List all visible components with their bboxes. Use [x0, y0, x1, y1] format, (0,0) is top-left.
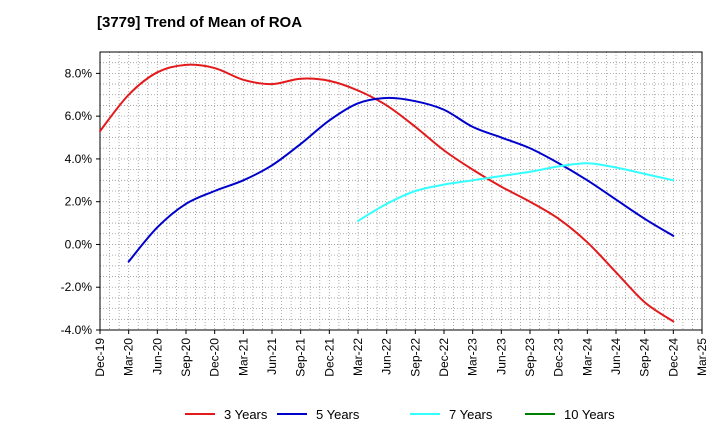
series-lines	[99, 63, 675, 323]
x-tick-label: Dec-20	[208, 338, 222, 377]
x-tick-label: Mar-20	[122, 338, 136, 376]
legend-label: 5 Years	[316, 407, 360, 422]
plot-grid	[100, 52, 702, 330]
x-tick-label: Mar-21	[236, 338, 250, 376]
x-tick-label: Sep-21	[294, 338, 308, 377]
x-tick-label: Dec-22	[437, 338, 451, 377]
chart-title: [3779] Trend of Mean of ROA	[97, 14, 303, 31]
y-tick-label: 2.0%	[65, 195, 93, 209]
y-tick-label: 0.0%	[65, 237, 93, 251]
x-tick-label: Mar-22	[351, 338, 365, 376]
x-tick-label: Dec-23	[552, 338, 566, 377]
x-tick-label: Dec-21	[322, 338, 336, 377]
x-tick-label: Jun-24	[609, 338, 623, 375]
x-tick-label: Jun-23	[494, 338, 508, 375]
x-tick-label: Dec-19	[93, 338, 107, 377]
x-tick-label: Jun-21	[265, 338, 279, 375]
y-tick-label: 8.0%	[65, 66, 93, 80]
series-line-3-years	[99, 63, 675, 323]
x-tick-label: Jun-20	[150, 338, 164, 375]
x-tick-label: Sep-22	[408, 338, 422, 377]
y-tick-label: 4.0%	[65, 152, 93, 166]
legend-label: 10 Years	[564, 407, 615, 422]
legend-label: 7 Years	[449, 407, 493, 422]
x-tick-label: Sep-20	[179, 338, 193, 377]
x-tick-label: Dec-24	[666, 338, 680, 377]
y-axis: -4.0% -2.0% 0.0% 2.0% 4.0% 6.0% 8.0%	[61, 66, 100, 337]
x-tick-label: Mar-24	[580, 338, 594, 376]
legend-label: 3 Years	[224, 407, 268, 422]
series-line-7-years	[357, 162, 675, 222]
x-tick-label: Mar-23	[466, 338, 480, 376]
x-tick-label: Mar-25	[695, 338, 709, 376]
x-tick-label: Sep-23	[523, 338, 537, 377]
x-axis: Dec-19 Mar-20 Jun-20 Sep-20 Dec-20 Mar-21 Jun-…	[93, 330, 709, 377]
y-tick-label: -2.0%	[61, 280, 93, 294]
legend: 3 Years 5 Years 7 Years 10 Years	[185, 407, 615, 422]
series-line-5-years	[127, 96, 675, 263]
y-tick-label: -4.0%	[61, 323, 93, 337]
plot-frame	[99, 51, 703, 331]
x-tick-label: Sep-24	[638, 338, 652, 377]
y-tick-label: 6.0%	[65, 109, 93, 123]
x-tick-label: Jun-22	[380, 338, 394, 375]
